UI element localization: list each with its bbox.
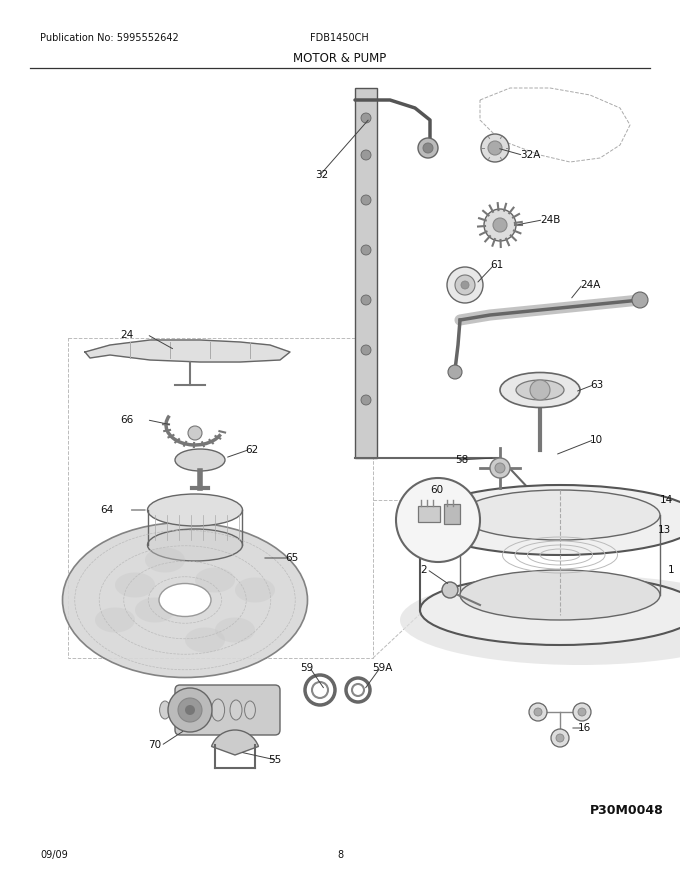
Text: 60: 60: [430, 485, 443, 495]
Ellipse shape: [176, 699, 190, 721]
FancyBboxPatch shape: [175, 685, 280, 735]
Circle shape: [551, 729, 569, 747]
Ellipse shape: [420, 575, 680, 645]
Circle shape: [493, 218, 507, 232]
Text: 59: 59: [300, 663, 313, 673]
Ellipse shape: [230, 700, 242, 720]
Text: 16: 16: [578, 723, 591, 733]
Circle shape: [556, 734, 564, 742]
Ellipse shape: [148, 494, 243, 526]
Circle shape: [361, 245, 371, 255]
Circle shape: [632, 292, 648, 308]
Ellipse shape: [145, 547, 185, 573]
Circle shape: [488, 141, 502, 155]
Circle shape: [448, 365, 462, 379]
Text: 64: 64: [100, 505, 114, 515]
Ellipse shape: [148, 529, 243, 561]
Text: MOTOR & PUMP: MOTOR & PUMP: [293, 52, 387, 64]
Ellipse shape: [160, 701, 171, 719]
Circle shape: [530, 380, 550, 400]
Text: FDB1450CH: FDB1450CH: [310, 33, 369, 43]
Polygon shape: [85, 340, 290, 362]
Text: 09/09: 09/09: [40, 850, 68, 860]
Text: 61: 61: [490, 260, 503, 270]
Circle shape: [447, 267, 483, 303]
Circle shape: [529, 703, 547, 721]
Circle shape: [455, 275, 475, 295]
Ellipse shape: [135, 598, 175, 622]
Circle shape: [423, 143, 433, 153]
Circle shape: [185, 705, 195, 715]
Circle shape: [178, 698, 202, 722]
Ellipse shape: [63, 523, 307, 678]
Circle shape: [361, 295, 371, 305]
Text: 59A: 59A: [372, 663, 392, 673]
Circle shape: [578, 708, 586, 716]
Text: 24A: 24A: [580, 280, 600, 290]
Text: 14: 14: [660, 495, 673, 505]
Bar: [68, 338, 373, 658]
Ellipse shape: [159, 583, 211, 617]
Ellipse shape: [420, 485, 680, 555]
Ellipse shape: [185, 627, 225, 652]
Ellipse shape: [195, 568, 235, 592]
Text: P30M0048: P30M0048: [590, 803, 664, 817]
Text: 8: 8: [337, 850, 343, 860]
Ellipse shape: [460, 490, 660, 540]
Ellipse shape: [211, 699, 224, 721]
Text: 65: 65: [285, 553, 299, 563]
Text: 1: 1: [668, 565, 675, 575]
Text: Publication No: 5995552642: Publication No: 5995552642: [40, 33, 179, 43]
Ellipse shape: [165, 588, 205, 612]
Circle shape: [361, 345, 371, 355]
Circle shape: [490, 458, 510, 478]
Text: 66: 66: [120, 415, 133, 425]
Text: 2: 2: [420, 565, 426, 575]
Circle shape: [361, 113, 371, 123]
Circle shape: [396, 478, 480, 562]
Circle shape: [361, 150, 371, 160]
Circle shape: [418, 138, 438, 158]
Bar: [355, 88, 377, 458]
Text: 24B: 24B: [540, 215, 560, 225]
Text: 70: 70: [148, 740, 161, 750]
Ellipse shape: [460, 570, 660, 620]
Text: 10: 10: [590, 435, 603, 445]
Ellipse shape: [235, 577, 275, 603]
Text: 55: 55: [268, 755, 282, 765]
Ellipse shape: [215, 618, 255, 642]
Text: 32: 32: [315, 170, 328, 180]
Ellipse shape: [245, 701, 256, 719]
Circle shape: [573, 703, 591, 721]
Text: 63: 63: [590, 380, 603, 390]
Ellipse shape: [193, 698, 207, 722]
Ellipse shape: [175, 449, 225, 471]
Wedge shape: [211, 730, 258, 755]
Circle shape: [361, 395, 371, 405]
Ellipse shape: [516, 380, 564, 400]
Text: 24: 24: [120, 330, 133, 340]
Ellipse shape: [500, 372, 580, 407]
Circle shape: [188, 426, 202, 440]
Ellipse shape: [400, 575, 680, 665]
Text: 13: 13: [658, 525, 671, 535]
Circle shape: [481, 134, 509, 162]
Circle shape: [168, 688, 212, 732]
Text: 62: 62: [245, 445, 258, 455]
Ellipse shape: [115, 573, 155, 598]
Bar: [444, 504, 460, 524]
Bar: [418, 506, 440, 522]
Circle shape: [534, 708, 542, 716]
Circle shape: [461, 281, 469, 289]
Circle shape: [484, 209, 516, 241]
Circle shape: [495, 463, 505, 473]
Circle shape: [361, 195, 371, 205]
Text: 58: 58: [455, 455, 469, 465]
Text: 32A: 32A: [520, 150, 541, 160]
Ellipse shape: [95, 607, 135, 633]
Circle shape: [442, 582, 458, 598]
